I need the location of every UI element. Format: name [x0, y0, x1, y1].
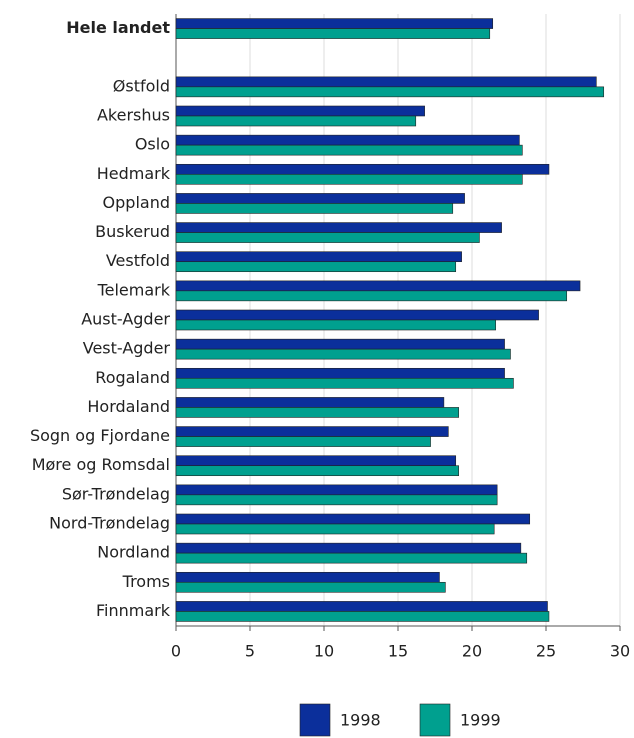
- bar: [175, 144, 523, 156]
- bar: [175, 455, 457, 467]
- y-tick-label: Sogn og Fjordane: [30, 426, 170, 445]
- bar: [175, 261, 457, 273]
- x-tick-label: 5: [245, 642, 255, 661]
- bar: [175, 76, 597, 88]
- bar: [175, 494, 498, 506]
- y-tick-label: Finnmark: [96, 601, 171, 620]
- bar: [175, 571, 440, 583]
- x-tick-label: 0: [171, 642, 181, 661]
- bar: [175, 222, 502, 233]
- y-tick-label: Østfold: [113, 76, 170, 95]
- bar: [175, 290, 568, 302]
- y-tick-label: Oppland: [103, 193, 170, 212]
- bar: [175, 377, 514, 389]
- bar: [175, 115, 417, 127]
- bar: [175, 552, 528, 564]
- bar: [175, 523, 495, 535]
- bar: [175, 513, 531, 525]
- y-tick-label: Aust-Agder: [81, 310, 170, 329]
- bar: [175, 611, 550, 622]
- x-tick-label: 10: [314, 642, 334, 661]
- bar: [175, 581, 446, 593]
- y-tick-label: Nord-Trøndelag: [49, 514, 170, 533]
- y-tick-label: Hordaland: [87, 397, 170, 416]
- bar: [175, 367, 505, 379]
- bar: [175, 397, 445, 408]
- bar: [175, 542, 522, 554]
- bar: [175, 134, 520, 146]
- legend-label: 1999: [460, 711, 501, 730]
- bar: [175, 601, 548, 612]
- x-tick-label: 30: [610, 642, 630, 661]
- y-tick-label: Nordland: [97, 543, 170, 562]
- y-tick-label: Akershus: [97, 106, 170, 125]
- x-tick-label: 15: [388, 642, 408, 661]
- bar: [175, 203, 454, 214]
- legend-swatch: [419, 703, 451, 737]
- bar: [175, 407, 459, 418]
- bar: [175, 436, 431, 447]
- bar: [175, 465, 459, 477]
- bar: [175, 348, 511, 360]
- y-tick-label: Rogaland: [95, 368, 170, 387]
- y-tick-label: Vest-Agder: [83, 339, 171, 358]
- y-tick-label: Troms: [122, 572, 170, 591]
- y-tick-label: Telemark: [97, 280, 171, 299]
- y-tick-label: Hele landet: [66, 18, 170, 37]
- bar: [175, 193, 465, 204]
- y-tick-label: Møre og Romsdal: [32, 455, 170, 474]
- y-tick-label: Vestfold: [106, 251, 170, 270]
- legend-swatch: [299, 703, 331, 737]
- bar: [175, 105, 425, 117]
- legend-label: 1998: [340, 711, 381, 730]
- bar: [175, 319, 496, 331]
- bar: [175, 163, 550, 175]
- bar: [175, 309, 539, 321]
- bar: [175, 426, 449, 437]
- bar: [175, 280, 581, 292]
- x-tick-label: 25: [536, 642, 556, 661]
- y-tick-label: Buskerud: [95, 222, 170, 241]
- y-tick-label: Sør-Trøndelag: [62, 484, 170, 503]
- bar: [175, 484, 498, 496]
- bar: [175, 251, 462, 263]
- y-tick-label: Hedmark: [97, 164, 171, 183]
- bar: [175, 173, 523, 185]
- bar: [175, 338, 505, 350]
- bar: [175, 28, 491, 39]
- bar: [175, 86, 605, 98]
- x-tick-label: 20: [462, 642, 482, 661]
- bar: [175, 232, 480, 243]
- bar: [175, 18, 494, 29]
- y-tick-label: Oslo: [135, 135, 170, 154]
